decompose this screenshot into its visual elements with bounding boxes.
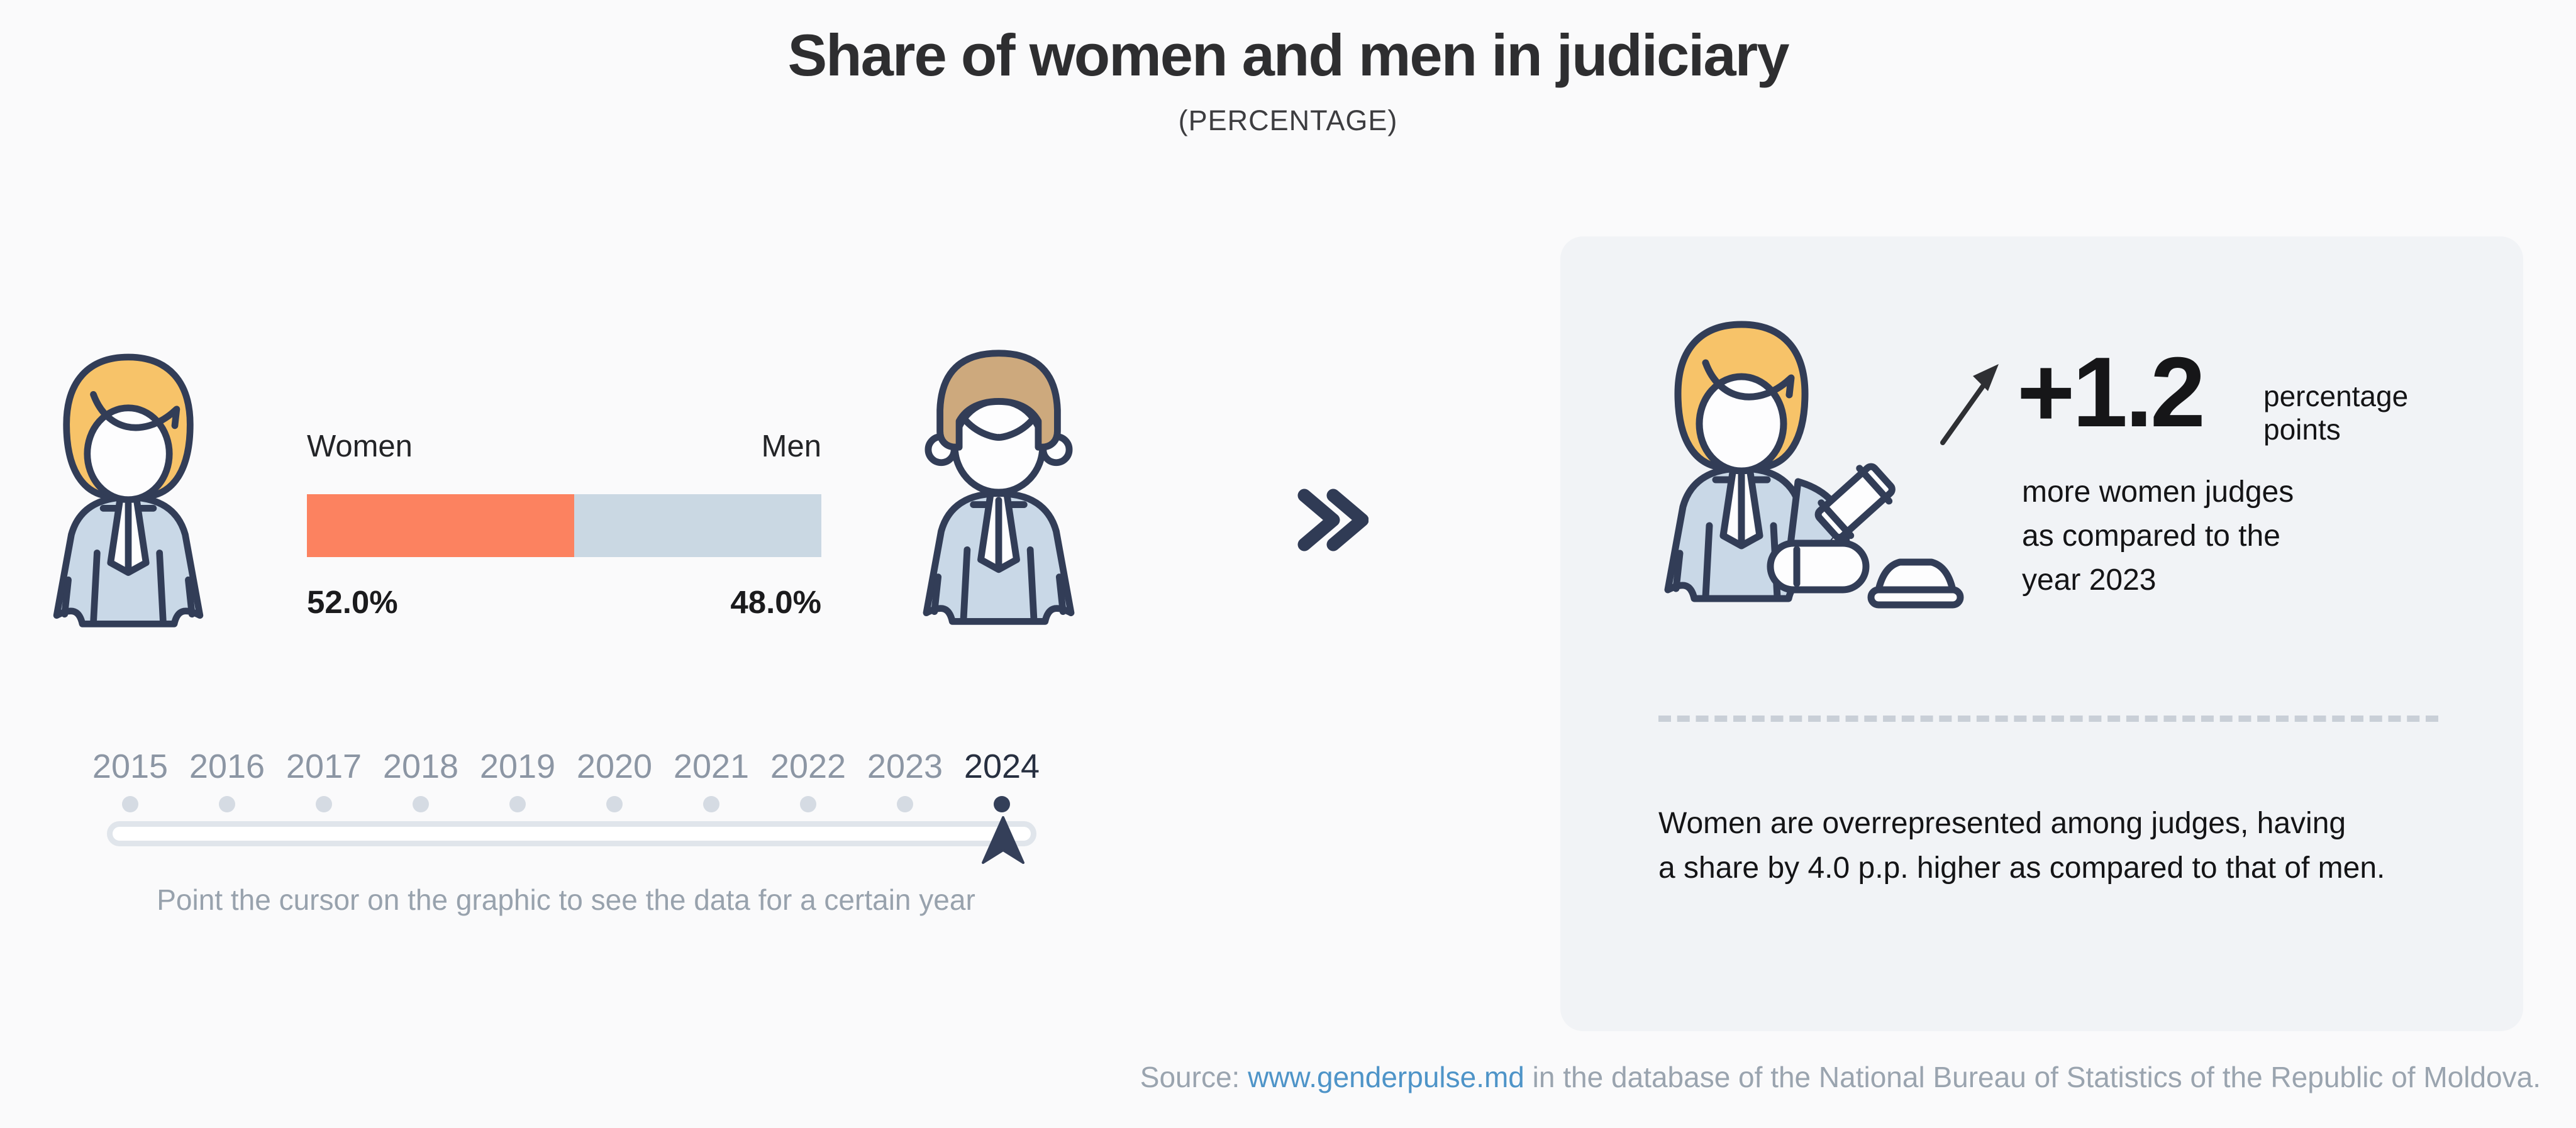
delta-unit: percentage points	[2263, 380, 2409, 446]
man-judge-icon	[904, 345, 1093, 635]
delta-desc-line: more women judges	[2022, 475, 2294, 509]
men-label: Men	[761, 429, 821, 463]
slider-marker-icon[interactable]	[979, 815, 1027, 865]
note-line: a share by 4.0 p.p. higher as compared t…	[1658, 851, 2385, 885]
year-dot[interactable]	[219, 796, 235, 812]
year-dot-selected[interactable]	[994, 796, 1010, 812]
year-2018[interactable]: 2018	[382, 748, 459, 785]
gender-share-bar-group: Women Men 52.0% 48.0%	[307, 429, 821, 621]
delta-desc-line: year 2023	[2022, 563, 2157, 597]
source-prefix: Source:	[1140, 1061, 1248, 1093]
delta-value: +1.2	[2017, 337, 2206, 448]
woman-judge-gavel-icon	[1647, 317, 1964, 609]
bar-segment-women[interactable]	[307, 494, 575, 557]
year-dot[interactable]	[703, 796, 719, 812]
year-dot[interactable]	[122, 796, 138, 812]
note-line: Women are overrepresented among judges, …	[1658, 807, 2346, 840]
stacked-bar[interactable]	[307, 494, 821, 557]
slider-track[interactable]	[107, 821, 1036, 846]
year-slider[interactable]: 2015 2016 2017 2018 2019 2020 2021 2022 …	[82, 747, 1050, 917]
page-subtitle: (PERCENTAGE)	[1178, 104, 1398, 136]
slider-hint: Point the cursor on the graphic to see t…	[157, 883, 975, 916]
dashed-divider	[1658, 716, 2438, 722]
year-2024-selected[interactable]: 2024	[963, 748, 1040, 785]
source-suffix: in the database of the National Bureau o…	[1524, 1061, 2541, 1093]
year-2017[interactable]: 2017	[286, 748, 362, 785]
delta-description: more women judges as compared to the yea…	[2022, 470, 2294, 602]
footer-source-link[interactable]: www.genderpulse.md	[1248, 1061, 1524, 1093]
bar-segment-men[interactable]	[574, 494, 821, 557]
year-dot[interactable]	[509, 796, 526, 812]
year-2016[interactable]: 2016	[189, 748, 265, 785]
delta-desc-line: as compared to the	[2022, 519, 2280, 553]
year-2022[interactable]: 2022	[770, 748, 847, 785]
bar-values: 52.0% 48.0%	[307, 583, 821, 621]
year-labels: 2015 2016 2017 2018 2019 2020 2021 2022 …	[82, 747, 1050, 786]
year-2020[interactable]: 2020	[576, 748, 653, 785]
overrepresentation-note: Women are overrepresented among judges, …	[1658, 801, 2385, 890]
year-dots	[82, 796, 1050, 812]
year-dot[interactable]	[800, 796, 816, 812]
year-2023[interactable]: 2023	[867, 748, 943, 785]
women-label: Women	[307, 429, 413, 463]
year-2019[interactable]: 2019	[479, 748, 556, 785]
women-value: 52.0%	[307, 584, 398, 620]
summary-panel: +1.2 percentage points more women judges…	[1560, 236, 2523, 1031]
trend-up-arrow-icon	[1940, 364, 1999, 445]
woman-judge-icon	[36, 350, 220, 638]
year-dot[interactable]	[316, 796, 332, 812]
bar-legend: Women Men	[307, 429, 821, 464]
year-dot[interactable]	[606, 796, 623, 812]
source-footer: Source: www.genderpulse.md in the databa…	[1140, 1060, 2541, 1094]
year-dot[interactable]	[413, 796, 429, 812]
year-dot[interactable]	[897, 796, 913, 812]
double-chevron-right-icon	[1297, 489, 1368, 551]
men-value: 48.0%	[730, 584, 821, 620]
year-2021[interactable]: 2021	[673, 748, 750, 785]
page-title: Share of women and men in judiciary	[787, 22, 1789, 88]
year-2015[interactable]: 2015	[92, 748, 169, 785]
